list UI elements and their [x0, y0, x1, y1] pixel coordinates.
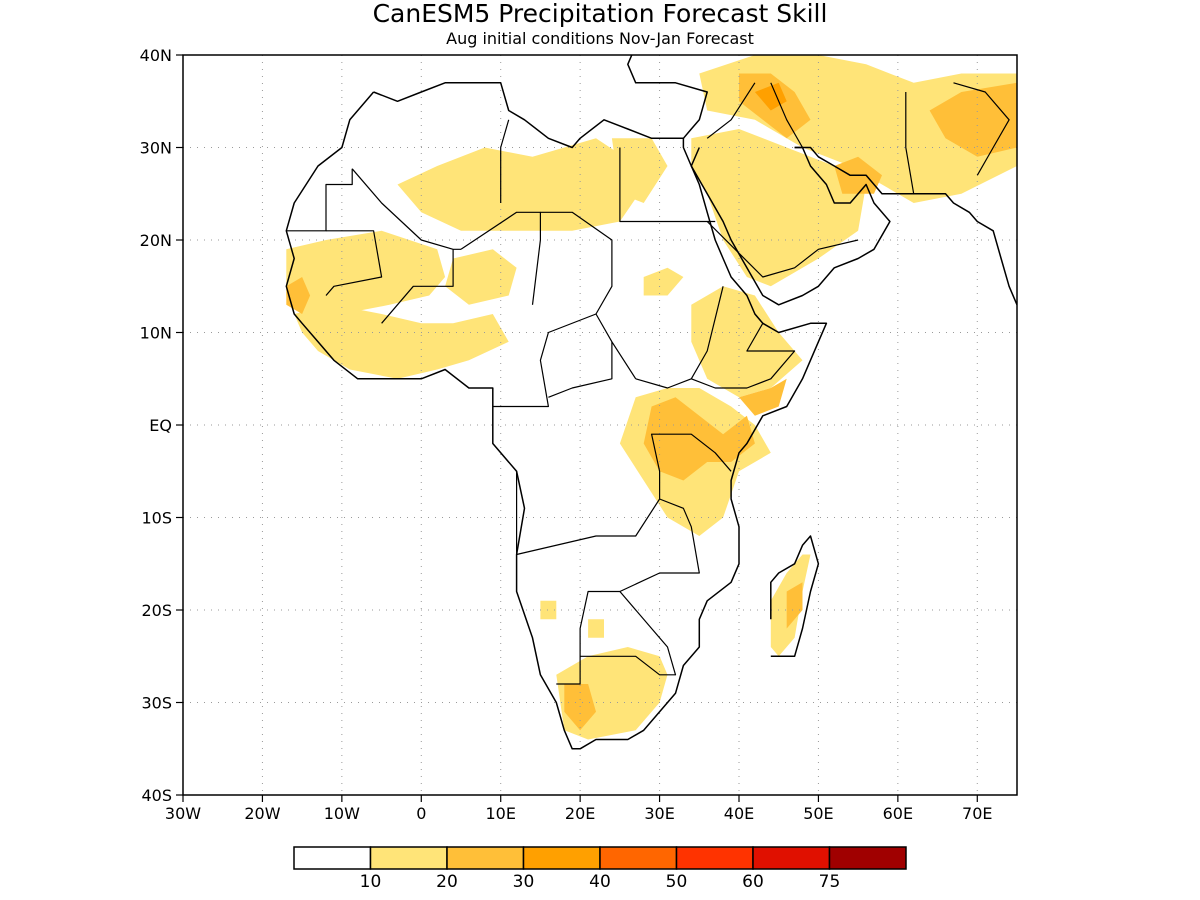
country-border [548, 341, 613, 398]
map-subtitle: Aug initial conditions Nov-Jan Forecast [446, 29, 754, 48]
country-border [580, 591, 677, 676]
skill-region-west-africa-coast [294, 304, 509, 379]
x-tick-label: 0 [416, 804, 426, 823]
colorbar-label: 10 [360, 872, 382, 892]
skill-region-nile-upper [611, 138, 668, 203]
colorbar-label: 60 [742, 872, 764, 892]
colorbar-swatch [752, 846, 831, 870]
y-tick-label: 10S [141, 509, 172, 528]
colorbar-label: 40 [589, 872, 611, 892]
skill-region-iran-peak [754, 82, 787, 111]
colorbar-label: 20 [436, 872, 458, 892]
skill-region-sahara-north-central [397, 138, 652, 231]
country-border [286, 168, 353, 232]
colorbar-swatch [828, 846, 907, 870]
map-title: CanESM5 Precipitation Forecast Skill [373, 0, 828, 28]
country-border [770, 82, 804, 148]
coastline-arabia [690, 146, 891, 306]
country-border [381, 249, 454, 324]
x-tick-label: 20W [244, 804, 280, 823]
x-tick-label: 60E [883, 804, 913, 823]
x-tick-label: 30W [165, 804, 201, 823]
country-border [905, 92, 915, 194]
country-border [515, 433, 732, 556]
coastline-mediterranean-east [627, 55, 708, 139]
country-border [691, 313, 796, 389]
colorbar-swatch [369, 846, 448, 870]
skill-region-madagascar-core [786, 582, 803, 629]
y-tick-label: 20S [141, 601, 172, 620]
skill-shading-layer [286, 55, 1017, 740]
skill-region-niger-basin [445, 249, 517, 305]
skill-region-south-asia-core [929, 82, 1017, 157]
colorbar-swatch [446, 846, 525, 870]
coastline-africa [285, 82, 828, 750]
y-tick-label: 30S [141, 694, 172, 713]
colorbar: 10 20 30 40 50 60 75 [293, 846, 907, 892]
country-border [492, 313, 597, 408]
coastline-border-layer [285, 55, 1017, 750]
colorbar-swatch [293, 846, 372, 870]
x-tick-label: 40E [724, 804, 754, 823]
skill-region-horn-core [739, 378, 787, 416]
colorbar-swatch [522, 846, 601, 870]
skill-region-south-africa-core [564, 684, 596, 731]
x-tick-label: 10E [485, 804, 515, 823]
y-tick-label: 40S [141, 786, 172, 805]
skill-region-namibia-patch [540, 600, 557, 620]
x-tick-label: 10W [324, 804, 360, 823]
coastline-iran-pakistan-india [794, 146, 1017, 306]
country-border [556, 498, 700, 685]
country-border [500, 119, 510, 203]
y-tick-label: 20N [140, 231, 172, 250]
country-border [706, 82, 756, 139]
skill-region-ethiopia [691, 286, 803, 398]
x-tick-label: 30E [644, 804, 674, 823]
x-tick-label: 50E [803, 804, 833, 823]
country-border [619, 147, 716, 223]
x-tick-label: 20E [565, 804, 595, 823]
colorbar-swatch [675, 846, 754, 870]
y-tick-label: 40N [140, 46, 172, 65]
country-border [706, 221, 859, 278]
y-tick-label: EQ [149, 416, 172, 435]
coastline-madagascar [770, 535, 820, 658]
y-tick-label: 30N [140, 139, 172, 158]
skill-region-sahel-west [286, 230, 446, 314]
skill-region-botswana-patch [588, 619, 604, 638]
x-tick-label: 70E [962, 804, 992, 823]
country-border [325, 230, 383, 296]
country-border [953, 82, 1010, 176]
country-border [540, 211, 637, 380]
colorbar-swatch [599, 846, 678, 870]
skill-region-east-africa-core [643, 397, 755, 481]
colorbar-label: 50 [666, 872, 688, 892]
colorbar-label: 75 [819, 872, 841, 892]
y-tick-label: 10N [140, 324, 172, 343]
axis-ticks: 30W 20W 10W 0 10E 20E 30E 40E 50E 60E 70E 40N 30N 20N… [140, 46, 993, 823]
colorbar-label: 30 [513, 872, 535, 892]
skill-region-sudan-patch [643, 267, 684, 296]
country-border [351, 168, 461, 250]
